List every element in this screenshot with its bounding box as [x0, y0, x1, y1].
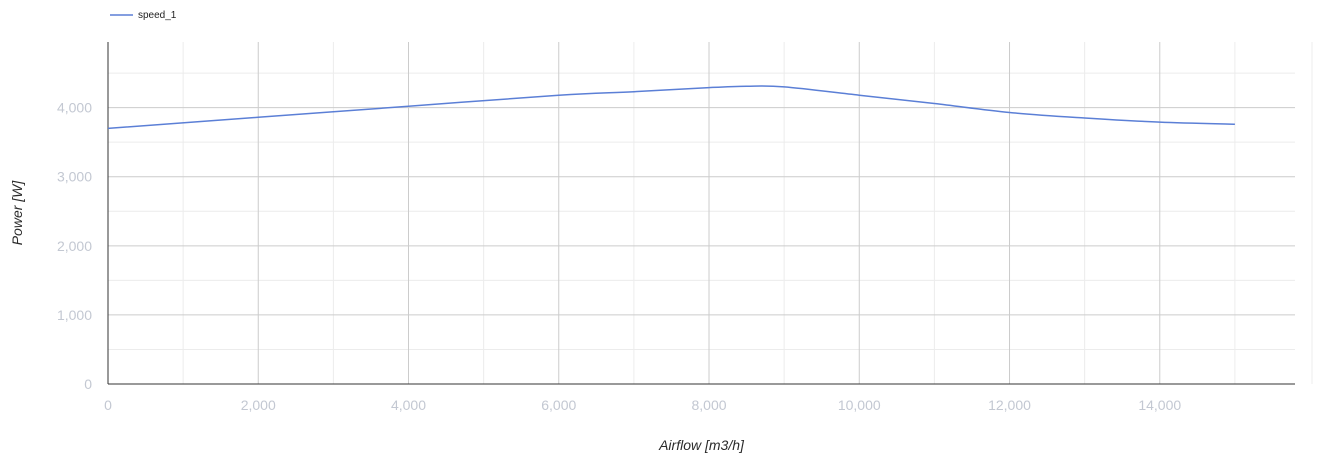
y-axis-title: Power [W]: [9, 180, 25, 246]
x-tick-label: 12,000: [988, 397, 1031, 413]
legend[interactable]: speed_1: [110, 10, 177, 21]
x-tick-label: 6,000: [541, 397, 576, 413]
x-axis-title: Airflow [m3/h]: [658, 437, 745, 453]
y-tick-label: 4,000: [57, 100, 92, 116]
x-tick-label: 8,000: [691, 397, 726, 413]
grid-lines: [108, 42, 1312, 384]
x-tick-label: 0: [104, 397, 112, 413]
legend-label-speed-1: speed_1: [138, 10, 177, 21]
y-tick-label: 2,000: [57, 238, 92, 254]
axes: [108, 42, 1295, 384]
y-tick-label: 0: [84, 376, 92, 392]
y-axis-tick-labels: 0 1,000 2,000 3,000 4,000: [57, 100, 92, 392]
x-tick-label: 14,000: [1138, 397, 1181, 413]
y-tick-label: 1,000: [57, 307, 92, 323]
x-tick-label: 4,000: [391, 397, 426, 413]
x-tick-label: 10,000: [838, 397, 881, 413]
y-tick-label: 3,000: [57, 169, 92, 185]
x-axis-tick-labels: 0 2,000 4,000 6,000 8,000 10,000 12,000 14,000: [104, 397, 1181, 413]
x-tick-label: 2,000: [241, 397, 276, 413]
